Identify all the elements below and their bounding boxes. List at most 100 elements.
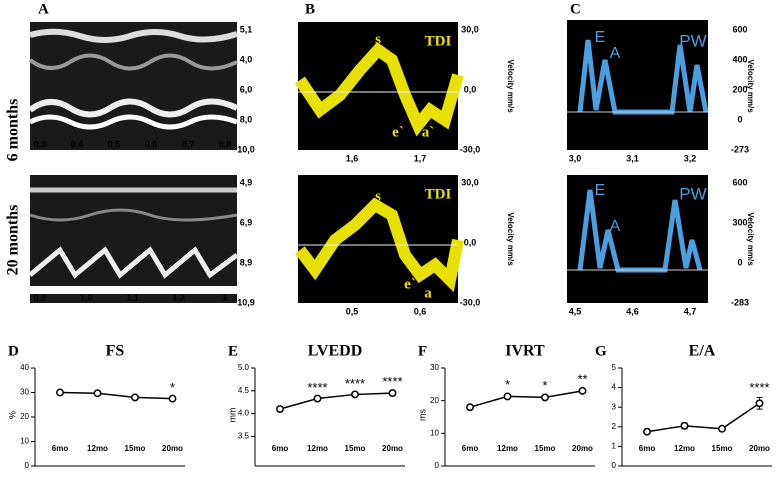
- echo-x-tick: 0,9: [34, 292, 47, 302]
- y-tick-label: 0: [25, 461, 30, 470]
- x-tick-label: 12mo: [87, 444, 108, 453]
- echo-y-tick: 10,9: [237, 297, 255, 307]
- tdi-tag: TDI: [425, 33, 452, 49]
- echo-x-tick: 0,4: [71, 139, 84, 149]
- tdi-peak: e`: [404, 276, 416, 292]
- pw-tag: PW: [679, 31, 706, 50]
- data-point: [276, 405, 284, 413]
- echo-x-tick: 4,6: [626, 306, 639, 316]
- echo-y-tick: -273: [731, 144, 749, 154]
- significance-mark: *: [542, 378, 547, 393]
- data-point: [503, 392, 512, 401]
- echo-y-tick: 8,9: [240, 257, 253, 267]
- echo-y-tick: 10,0: [237, 144, 255, 154]
- x-tick-label: 15mo: [712, 444, 733, 453]
- tdi-peak: s: [375, 188, 381, 204]
- echo-x-tick: 0,3: [34, 139, 47, 149]
- x-tick-label: 20mo: [162, 444, 183, 453]
- data-point: [131, 393, 139, 402]
- echo-y-tick: 4,0: [240, 54, 253, 64]
- x-tick-label: 12mo: [497, 444, 518, 453]
- echo-x-tick: 1,1: [126, 292, 139, 302]
- echo-y-tick: 30,0: [461, 177, 479, 187]
- row-label: 20 months: [5, 205, 22, 276]
- echo-x-tick: 3,1: [626, 153, 639, 163]
- y-tick-label: 2: [612, 422, 617, 431]
- echo-y-tick: 300: [732, 217, 747, 227]
- chart-title: FS: [106, 343, 125, 360]
- echo-x-tick: 0,5: [108, 139, 121, 149]
- pw-peak: A: [610, 45, 621, 62]
- echo-x-tick: 0,5: [346, 306, 359, 316]
- chart-title: E/A: [689, 343, 716, 360]
- y-tick-label: 4: [612, 383, 617, 392]
- tdi-peak: s: [375, 31, 381, 47]
- data-point: [56, 388, 64, 397]
- y-tick-label: 5: [612, 363, 617, 372]
- echo-y-tick: -283: [731, 297, 749, 307]
- series-line: [469, 390, 583, 408]
- significance-mark: ****: [382, 374, 402, 389]
- data-point: [168, 394, 177, 403]
- echo-x-tick: 4,5: [569, 306, 582, 316]
- data-point: [466, 403, 474, 412]
- x-tick-label: 15mo: [345, 444, 366, 453]
- tdi-peak: e`: [392, 124, 404, 140]
- data-point: [680, 421, 689, 430]
- echo-x-tick: 3,0: [569, 153, 582, 163]
- significance-mark: **: [577, 371, 587, 386]
- echo-x-tick: 3,2: [684, 153, 697, 163]
- x-tick-label: 12mo: [674, 444, 695, 453]
- panel-letter: B: [305, 1, 315, 17]
- echo-y-tick: 0,0: [464, 84, 477, 94]
- echo-x-tick: 1: [222, 292, 227, 302]
- echo-y-tick: 0: [737, 114, 742, 124]
- y-tick-label: 4.5: [238, 386, 250, 395]
- y-tick-label: 40: [20, 363, 29, 372]
- data-point: [388, 389, 397, 398]
- panel-letter: E: [228, 343, 238, 359]
- x-tick-label: 20mo: [572, 444, 593, 453]
- y-axis-label: ms: [417, 409, 427, 421]
- significance-mark: ****: [345, 376, 365, 391]
- tdi-tag: TDI: [425, 186, 452, 202]
- pw-tag: PW: [679, 184, 706, 203]
- significance-mark: ****: [307, 380, 327, 395]
- significance-mark: ****: [749, 380, 769, 395]
- significance-mark: *: [170, 380, 175, 395]
- y-tick-label: 1: [612, 442, 617, 451]
- pw-peak: A: [610, 218, 621, 235]
- y-tick-label: 20: [430, 396, 439, 405]
- echo-y-tick: -30,0: [460, 144, 481, 154]
- echo-y-tick: 6,0: [240, 84, 253, 94]
- y-tick-label: 10: [430, 428, 439, 437]
- echo-y-tick: 0: [737, 257, 742, 267]
- data-point: [351, 390, 359, 399]
- echo-y-tick: 600: [732, 177, 747, 187]
- x-tick-label: 15mo: [535, 444, 556, 453]
- pw-peak: E: [595, 29, 606, 46]
- y-axis-label: %: [7, 411, 17, 419]
- panel-letter: G: [595, 343, 607, 359]
- x-tick-label: 15mo: [125, 444, 146, 453]
- echo-y-tick: -30,0: [460, 297, 481, 307]
- echo-x-tick: 0,6: [414, 306, 427, 316]
- tdi-images: [295, 22, 464, 303]
- echo-x-tick: 1,7: [414, 153, 427, 163]
- panel-letter: C: [570, 1, 581, 17]
- row-label: 6 months: [5, 99, 22, 162]
- m-mode-images: [28, 22, 239, 303]
- velocity-axis-title: Velocity mm/s: [506, 59, 515, 113]
- data-point: [313, 394, 322, 403]
- tdi-peak: a`: [422, 124, 435, 140]
- tdi-peak: a: [424, 285, 432, 301]
- data-point: [578, 386, 587, 395]
- data-point: [643, 427, 651, 436]
- velocity-axis-title: Velocity mm/s: [746, 59, 755, 113]
- x-tick-label: 6mo: [639, 444, 656, 453]
- echo-y-tick: 6,9: [240, 217, 253, 227]
- velocity-axis-title: Velocity mm/s: [506, 212, 515, 266]
- series-line: [646, 402, 760, 433]
- y-tick-label: 30: [430, 363, 439, 372]
